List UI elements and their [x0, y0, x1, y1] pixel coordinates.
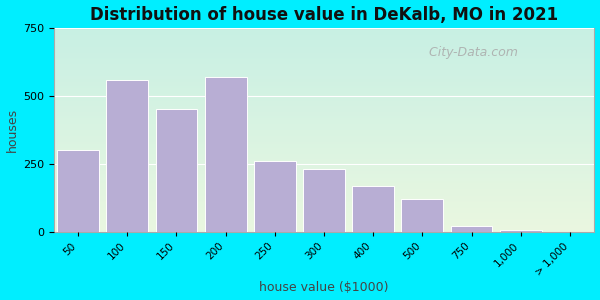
Bar: [451, 226, 493, 232]
Y-axis label: houses: houses: [5, 108, 19, 152]
Bar: [303, 169, 345, 232]
Title: Distribution of house value in DeKalb, MO in 2021: Distribution of house value in DeKalb, M…: [90, 6, 558, 24]
Text: City-Data.com: City-Data.com: [421, 46, 518, 59]
Bar: [352, 186, 394, 232]
Bar: [106, 80, 148, 232]
Bar: [155, 110, 197, 232]
Bar: [254, 161, 296, 232]
Bar: [205, 77, 247, 232]
Bar: [401, 199, 443, 232]
X-axis label: house value ($1000): house value ($1000): [259, 281, 389, 294]
Bar: [500, 230, 542, 232]
Bar: [57, 150, 99, 232]
